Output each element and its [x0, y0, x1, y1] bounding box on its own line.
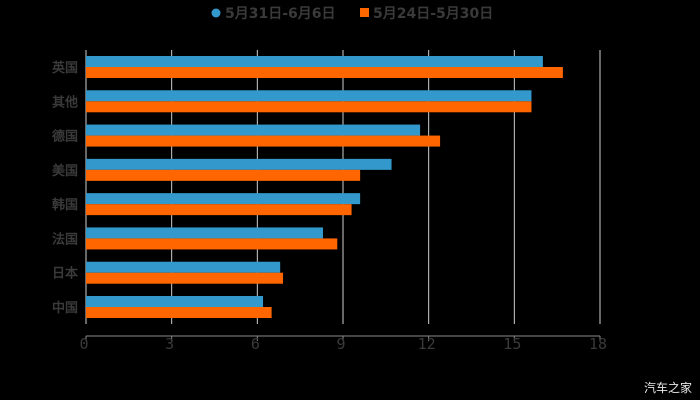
bar-series-1[interactable]	[86, 158, 392, 170]
tick-label: 12	[418, 335, 436, 353]
bar-group	[86, 124, 441, 147]
bar-group	[86, 193, 361, 216]
legend-circle-icon	[211, 8, 221, 18]
legend-item[interactable]: 5月24日-5月30日	[360, 6, 493, 22]
value-axis: 0 3 6 9 12 15 18	[79, 335, 607, 353]
legend-label: 5月31日-6月6日	[225, 6, 336, 22]
bar-series-2[interactable]	[86, 67, 563, 78]
bar-series-2[interactable]	[86, 169, 361, 181]
tick-label: 9	[336, 335, 345, 353]
bars	[86, 56, 563, 318]
bar-series-1[interactable]	[86, 261, 281, 273]
legend-label: 5月24日-5月30日	[373, 6, 493, 22]
category-label: 中国	[52, 300, 78, 316]
bar-group	[86, 261, 284, 284]
bar-group	[86, 90, 532, 113]
chart-legend: 5月31日-6月6日 5月24日-5月30日	[211, 6, 493, 22]
category-label: 法国	[52, 231, 78, 247]
tick-label: 15	[503, 335, 521, 353]
bar-group	[86, 296, 272, 318]
tick-label: 6	[251, 335, 260, 353]
legend-item[interactable]: 5月31日-6月6日	[211, 6, 336, 22]
bar-series-2[interactable]	[86, 101, 532, 113]
category-label: 日本	[52, 266, 78, 282]
bar-series-1[interactable]	[86, 227, 324, 239]
tick-label: 18	[589, 335, 607, 353]
bar-series-2[interactable]	[86, 238, 338, 250]
bar-group	[86, 227, 338, 250]
bar-series-2[interactable]	[86, 272, 284, 284]
legend-square-icon	[360, 8, 369, 17]
category-label: 德国	[52, 129, 78, 145]
tick-label: 3	[165, 335, 174, 353]
bar-series-1[interactable]	[86, 90, 532, 102]
bar-series-2[interactable]	[86, 135, 441, 147]
watermark-logo: 汽车之家	[643, 381, 692, 395]
bar-group	[86, 56, 563, 78]
category-label: 韩国	[52, 197, 78, 213]
bar-series-2[interactable]	[86, 204, 352, 216]
bar-series-2[interactable]	[86, 307, 272, 318]
category-label: 其他	[52, 94, 78, 110]
bar-series-1[interactable]	[86, 56, 543, 67]
category-label: 英国	[51, 60, 78, 76]
category-label: 美国	[52, 163, 78, 179]
bar-series-1[interactable]	[86, 124, 421, 136]
bar-group	[86, 158, 392, 181]
tick-label: 0	[79, 335, 88, 353]
bar-series-1[interactable]	[86, 296, 264, 307]
bar-series-1[interactable]	[86, 193, 361, 205]
